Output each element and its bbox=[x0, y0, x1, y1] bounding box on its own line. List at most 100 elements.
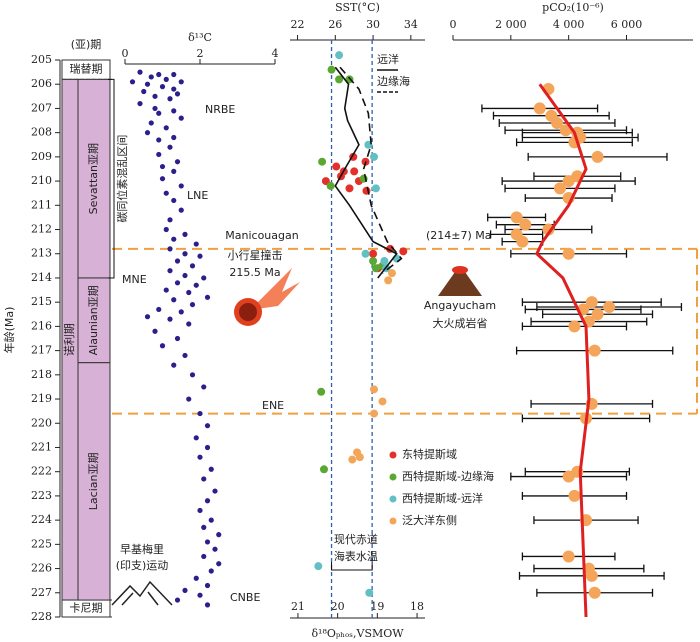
point bbox=[319, 465, 328, 474]
point bbox=[156, 71, 162, 78]
point bbox=[591, 150, 604, 163]
point bbox=[380, 257, 389, 266]
substage bbox=[77, 277, 111, 364]
age-tick-label: 227 bbox=[31, 586, 52, 599]
point bbox=[371, 184, 380, 193]
point bbox=[152, 328, 158, 334]
point bbox=[370, 409, 379, 418]
point bbox=[345, 184, 354, 193]
point bbox=[212, 488, 218, 494]
x-tick-label: 26 bbox=[328, 18, 342, 31]
age-tick-label: 218 bbox=[31, 368, 52, 381]
point bbox=[167, 217, 173, 223]
axis-title: δ¹⁸Oₚₕₒₛ,VSMOW bbox=[311, 627, 404, 640]
point bbox=[201, 384, 207, 390]
substage-label: Lacian亚期 bbox=[87, 453, 100, 511]
point bbox=[562, 550, 575, 563]
age-tick-label: 217 bbox=[31, 344, 52, 357]
event-label: MNE bbox=[122, 273, 147, 286]
age-tick-label: 210 bbox=[31, 174, 52, 187]
point bbox=[163, 125, 169, 131]
point bbox=[144, 130, 151, 136]
point bbox=[197, 454, 203, 460]
point bbox=[399, 247, 408, 256]
point bbox=[603, 301, 616, 314]
point bbox=[201, 476, 207, 482]
point bbox=[212, 546, 218, 552]
point bbox=[378, 397, 387, 406]
point bbox=[216, 532, 222, 538]
point bbox=[171, 71, 177, 78]
point bbox=[197, 410, 203, 417]
point bbox=[585, 569, 598, 582]
orogeny-label: 早基梅里 bbox=[120, 542, 164, 556]
point bbox=[159, 176, 166, 182]
point bbox=[178, 79, 184, 85]
point bbox=[171, 197, 177, 204]
point bbox=[326, 181, 335, 190]
impact-name: Manicouagan bbox=[225, 229, 298, 242]
x-tick-label: 30 bbox=[366, 18, 380, 31]
axis-title: SST(°C) bbox=[335, 1, 380, 14]
point bbox=[348, 455, 357, 464]
age-tick-label: 211 bbox=[31, 198, 52, 211]
point bbox=[562, 247, 575, 260]
age-tick-label: 216 bbox=[31, 319, 52, 332]
point bbox=[562, 470, 575, 483]
substage-label: Alaunian亚期 bbox=[87, 285, 100, 355]
point bbox=[335, 51, 344, 60]
point bbox=[365, 588, 374, 597]
point bbox=[186, 289, 192, 296]
point bbox=[369, 249, 378, 258]
stage-label: 卡尼期 bbox=[70, 602, 103, 615]
curve bbox=[334, 66, 398, 279]
x-tick-label: 21 bbox=[291, 600, 305, 613]
lip-name: Angayucham bbox=[424, 299, 496, 312]
age-tick-label: 207 bbox=[31, 101, 52, 114]
point bbox=[171, 108, 177, 114]
point bbox=[171, 134, 177, 141]
point bbox=[553, 182, 566, 195]
x-tick-label: 34 bbox=[404, 18, 418, 31]
point bbox=[519, 218, 532, 231]
legend-label: 东特提斯域 bbox=[402, 447, 457, 461]
point bbox=[361, 249, 370, 258]
event-label: NRBE bbox=[205, 103, 235, 116]
legend-swatch bbox=[389, 473, 397, 481]
age-tick-label: 226 bbox=[31, 562, 52, 575]
point bbox=[201, 275, 207, 281]
column-header: (亚)期 bbox=[71, 38, 102, 51]
point bbox=[152, 93, 158, 99]
axis-title: pCO₂(10⁻⁶) bbox=[542, 1, 604, 14]
x-tick-label: 2 000 bbox=[495, 18, 527, 31]
point bbox=[171, 168, 177, 174]
point bbox=[148, 120, 154, 126]
point bbox=[193, 241, 199, 247]
point bbox=[129, 79, 136, 85]
point bbox=[156, 110, 162, 116]
x-tick-label: 6 000 bbox=[611, 18, 643, 31]
point bbox=[562, 175, 575, 188]
point bbox=[371, 264, 380, 273]
point bbox=[384, 276, 393, 285]
age-tick-label: 206 bbox=[31, 77, 52, 90]
lip-age: (214±7) Ma bbox=[426, 229, 492, 242]
point bbox=[588, 344, 601, 357]
age-tick-label: 224 bbox=[31, 513, 52, 526]
point bbox=[204, 294, 211, 300]
bracket bbox=[108, 78, 115, 279]
point bbox=[335, 75, 344, 84]
point bbox=[182, 251, 188, 257]
age-tick-label: 223 bbox=[31, 489, 52, 502]
point bbox=[204, 602, 211, 608]
substage-label: Sevattan亚期 bbox=[87, 143, 100, 214]
point bbox=[167, 144, 173, 150]
x-tick-label: 22 bbox=[291, 18, 305, 31]
legend-swatch bbox=[389, 517, 397, 525]
point bbox=[208, 517, 214, 523]
point bbox=[156, 151, 162, 158]
point bbox=[156, 137, 162, 143]
point bbox=[171, 362, 177, 368]
age-tick-label: 212 bbox=[31, 223, 52, 236]
reference-bracket bbox=[331, 562, 373, 571]
